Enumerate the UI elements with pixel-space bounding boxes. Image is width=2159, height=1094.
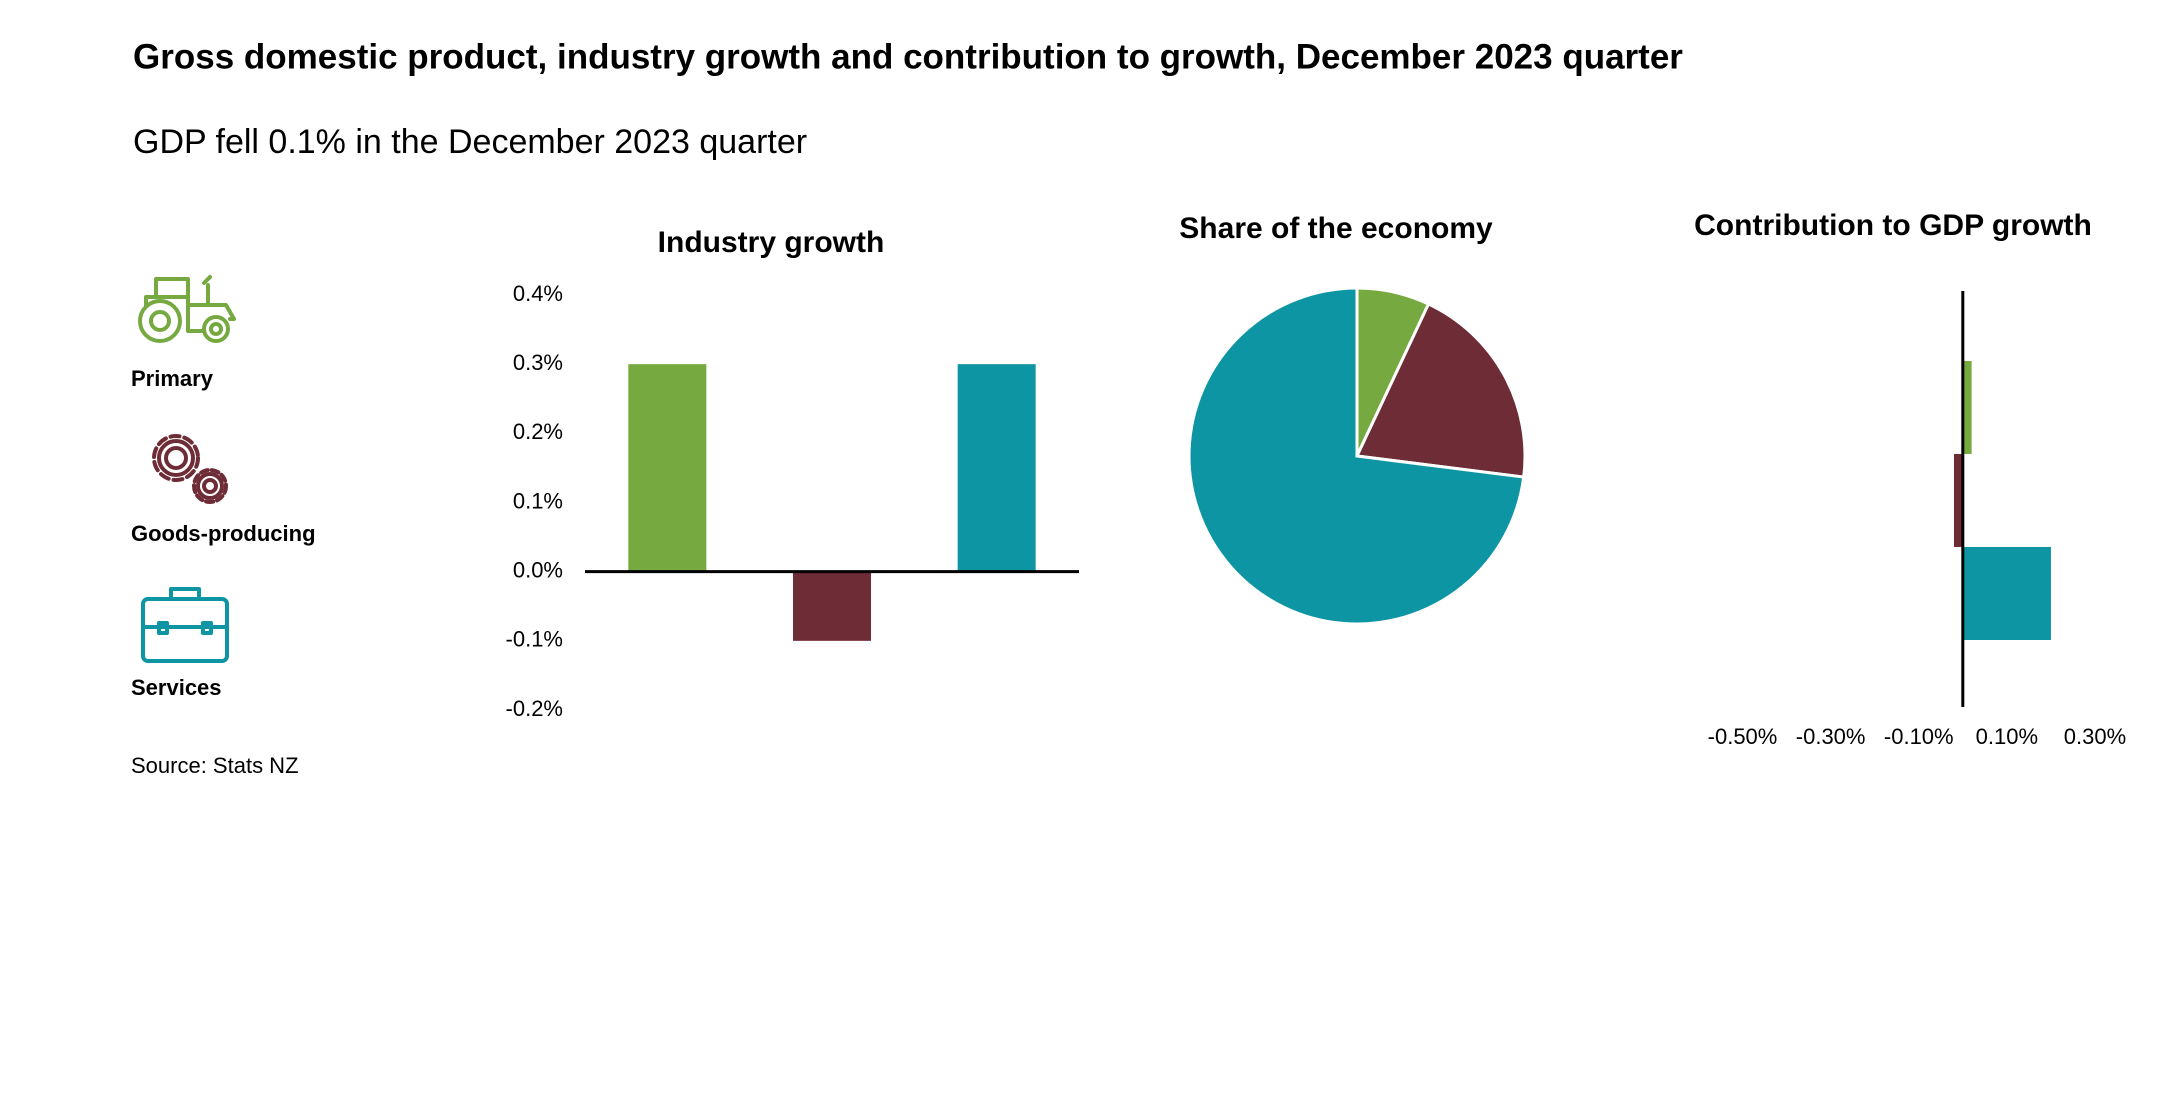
y-tick-label: 0.0% bbox=[513, 557, 563, 582]
legend-label: Goods-producing bbox=[131, 521, 316, 546]
bar bbox=[628, 364, 707, 572]
bar bbox=[957, 364, 1036, 572]
x-tick-label: 0.10% bbox=[1976, 724, 2038, 749]
bar bbox=[1962, 547, 2051, 640]
y-tick-label: 0.2% bbox=[513, 419, 563, 444]
pie-slice bbox=[1354, 301, 1527, 479]
x-tick-label: -0.50% bbox=[1708, 724, 1778, 749]
pie-slice bbox=[1187, 286, 1526, 626]
briefcase-icon bbox=[141, 587, 229, 663]
y-tick-label: 0.1% bbox=[513, 488, 563, 513]
legend-label: Primary bbox=[131, 366, 214, 391]
bar bbox=[1962, 361, 1972, 454]
x-tick-label: 0.30% bbox=[2064, 724, 2126, 749]
y-tick-label: 0.4% bbox=[513, 281, 563, 306]
page-subtitle: GDP fell 0.1% in the December 2023 quart… bbox=[133, 123, 807, 161]
y-tick-label: 0.3% bbox=[513, 350, 563, 375]
y-tick-label: -0.2% bbox=[506, 696, 563, 721]
page-title: Gross domestic product, industry growth … bbox=[133, 37, 1683, 76]
chart-title: Share of the economy bbox=[1179, 212, 1493, 245]
x-tick-label: -0.10% bbox=[1884, 724, 1954, 749]
chart-title: Industry growth bbox=[658, 226, 885, 259]
gears-icon bbox=[152, 434, 228, 504]
source: Source: Stats NZ bbox=[131, 753, 299, 778]
chart-title: Contribution to GDP growth bbox=[1694, 209, 2092, 242]
legend-label: Services bbox=[131, 675, 222, 700]
y-tick-label: -0.1% bbox=[506, 627, 563, 652]
bar bbox=[793, 571, 871, 641]
tractor-icon bbox=[138, 275, 236, 343]
x-tick-label: -0.30% bbox=[1796, 724, 1866, 749]
bar bbox=[1954, 454, 1963, 547]
